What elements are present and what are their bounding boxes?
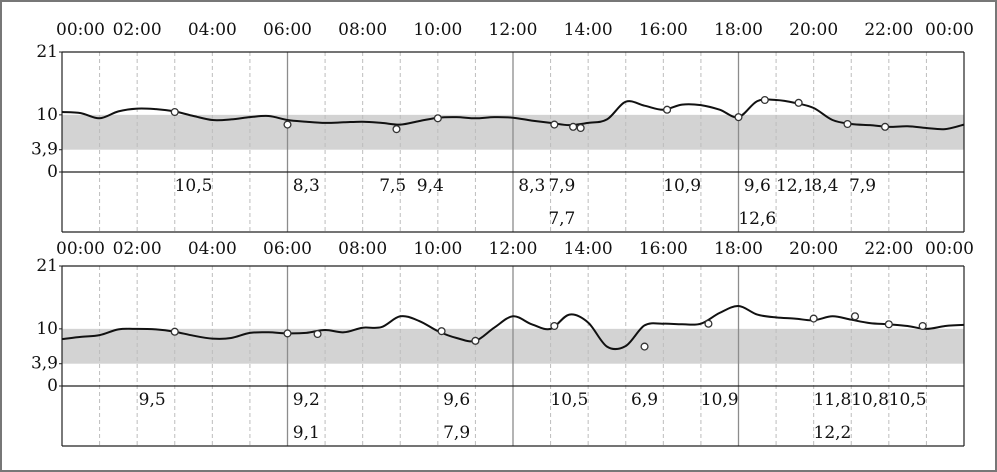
x-tick-label: 06:00 (263, 20, 312, 40)
y-tick-label: 10 (36, 105, 58, 125)
reading-value-label: 12,2 (814, 423, 852, 443)
x-tick-label: 12:00 (489, 20, 538, 40)
reading-marker (734, 113, 743, 122)
reading-marker (569, 122, 578, 131)
reading-value-label: 11,8 (814, 390, 852, 410)
reading-value-label: 9,6 (744, 176, 771, 196)
reading-marker (881, 122, 890, 131)
x-tick-label: 04:00 (188, 239, 237, 259)
reading-value-label: 12,6 (738, 209, 776, 229)
reading-value-label: 10,5 (175, 176, 213, 196)
x-tick-label: 14:00 (564, 20, 613, 40)
x-tick-label: 10:00 (413, 239, 462, 259)
reading-marker (794, 98, 803, 107)
reading-value-label: 10,5 (550, 390, 588, 410)
x-tick-label: 00:00 (925, 20, 974, 40)
chart-panel-day-2: 00:00 02:00 04:00 06:00 08:00 10:00 12:00 14:00… (31, 239, 974, 447)
y-tick-label: 3,9 (31, 140, 58, 160)
x-tick-label: 06:00 (263, 239, 312, 259)
reading-marker (809, 314, 818, 323)
x-tick-label: 18:00 (714, 239, 763, 259)
y-tick-label: 0 (47, 376, 58, 396)
reading-marker (283, 329, 292, 338)
reading-marker (640, 342, 649, 351)
reading-marker (392, 125, 401, 134)
reading-value-label: 8,4 (811, 176, 838, 196)
reading-marker (283, 120, 292, 129)
reading-marker (433, 114, 442, 123)
chart-panel-day-1: 00:00 02:00 04:00 06:00 08:00 10:00 12:00 14:00… (31, 20, 974, 233)
reading-marker (918, 321, 927, 331)
reading-marker (576, 123, 585, 133)
reading-value-label: 10,9 (663, 176, 701, 196)
x-tick-label: 08:00 (338, 239, 387, 259)
reading-marker (550, 120, 559, 129)
x-tick-label: 00:00 (56, 239, 105, 259)
reading-value-label: 12,1 (776, 176, 814, 196)
y-tick-label: 3,9 (31, 354, 58, 374)
reading-value-label: 8,3 (293, 176, 320, 196)
reading-marker (884, 320, 893, 329)
reading-value-label: 8,3 (518, 176, 545, 196)
y-tick-label: 21 (36, 256, 58, 276)
x-tick-label: 14:00 (564, 239, 613, 259)
reading-value-label: 7,5 (379, 176, 406, 196)
y-tick-label: 10 (36, 319, 58, 339)
y-tick-label: 0 (47, 162, 58, 182)
reading-marker (550, 321, 559, 331)
reading-value-label: 6,9 (631, 390, 658, 410)
reading-marker (313, 329, 322, 339)
x-tick-label: 10:00 (413, 20, 462, 40)
x-tick-label: 22:00 (864, 20, 913, 40)
reading-value-label: 9,5 (139, 390, 166, 410)
x-tick-label: 00:00 (56, 20, 105, 40)
reading-marker (760, 95, 769, 105)
reading-marker (471, 336, 480, 345)
reading-value-label: 7,9 (849, 176, 876, 196)
reading-value-label: 10,9 (701, 390, 739, 410)
y-tick-label: 21 (36, 42, 58, 62)
x-tick-label: 02:00 (113, 20, 162, 40)
reading-marker (437, 327, 446, 336)
x-tick-label: 00:00 (925, 239, 974, 259)
reading-value-label: 7,9 (548, 176, 575, 196)
reading-marker (170, 107, 179, 117)
reading-value-label: 9,6 (443, 390, 470, 410)
x-tick-label: 02:00 (113, 239, 162, 259)
reading-value-label: 9,2 (293, 390, 320, 410)
reading-marker (663, 105, 672, 114)
x-tick-label: 08:00 (338, 20, 387, 40)
x-tick-label: 16:00 (639, 20, 688, 40)
reading-marker (843, 119, 852, 129)
reading-value-label: 9,1 (293, 423, 320, 443)
reading-marker (704, 319, 713, 328)
x-tick-label: 22:00 (864, 239, 913, 259)
reading-value-label: 10,8 (851, 390, 889, 410)
x-tick-label: 16:00 (639, 239, 688, 259)
x-tick-label: 20:00 (789, 20, 838, 40)
reading-value-label: 7,7 (548, 209, 575, 229)
glucose-line (61, 98, 965, 131)
reading-marker (850, 312, 860, 321)
reading-value-label: 7,9 (443, 423, 470, 443)
reading-value-label: 9,4 (417, 176, 444, 196)
x-tick-label: 18:00 (714, 20, 763, 40)
x-tick-label: 20:00 (789, 239, 838, 259)
reading-marker (170, 327, 179, 336)
x-tick-label: 04:00 (188, 20, 237, 40)
reading-value-label: 10,5 (889, 390, 927, 410)
x-tick-label: 12:00 (489, 239, 538, 259)
